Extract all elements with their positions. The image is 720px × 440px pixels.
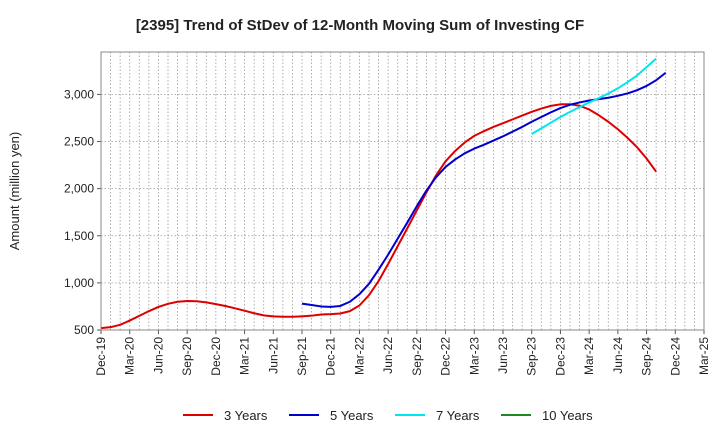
plot-frame [100,51,705,331]
y-tick-label: 500 [74,323,94,337]
x-tick-label: Dec-22 [439,337,453,376]
legend-label-3-years: 3 Years [224,408,268,423]
y-tick-label: 2,500 [64,135,94,149]
legend: 3 Years 5 Years 7 Years 10 Years [183,408,593,423]
legend-label-10-years: 10 Years [542,408,593,423]
y-tick-label: 2,000 [64,182,94,196]
x-tick-label: Mar-21 [238,337,252,375]
x-tick-label: Jun-24 [611,337,625,374]
x-tick-label: Mar-24 [582,337,596,375]
x-tick-label: Jun-22 [381,337,395,374]
x-tick-label: Mar-23 [467,337,481,375]
x-tick-label: Sep-22 [410,337,424,376]
y-tick-label: 3,000 [64,87,94,101]
x-tick-label: Sep-20 [180,337,194,376]
x-tick-label: Mar-22 [352,337,366,375]
series-line-7-years [531,57,657,135]
x-tick-label: Mar-20 [123,337,137,375]
x-tick-label: Dec-21 [324,337,338,376]
x-tick-label: Mar-25 [697,337,711,375]
x-tick-label: Jun-20 [151,337,165,374]
chart-title: [2395] Trend of StDev of 12-Month Moving… [136,17,584,34]
x-tick-label: Dec-20 [209,337,223,376]
series-line-3-years [100,103,657,330]
x-tick-label: Dec-19 [94,337,108,376]
series-line-5-years [301,71,667,308]
y-axis-label: Amount (million yen) [7,132,22,251]
x-axis-ticks: Dec-19 Mar-20 Jun-20 Sep-20 Dec-20 Mar-21 Jun-… [94,330,711,376]
y-tick-label: 1,500 [64,229,94,243]
grid [101,52,704,331]
x-tick-label: Jun-23 [496,337,510,374]
x-tick-label: Sep-23 [525,337,539,376]
x-tick-label: Dec-24 [668,337,682,376]
legend-label-5-years: 5 Years [330,408,374,423]
y-tick-label: 1,000 [64,276,94,290]
legend-label-7-years: 7 Years [436,408,480,423]
x-tick-label: Dec-23 [553,337,567,376]
x-tick-label: Sep-21 [295,337,309,376]
y-axis-ticks: 500 1,000 1,500 2,000 2,500 3,000 [64,87,101,337]
x-tick-label: Sep-24 [640,337,654,376]
x-tick-label: Jun-21 [266,337,280,374]
series-lines [100,57,667,330]
